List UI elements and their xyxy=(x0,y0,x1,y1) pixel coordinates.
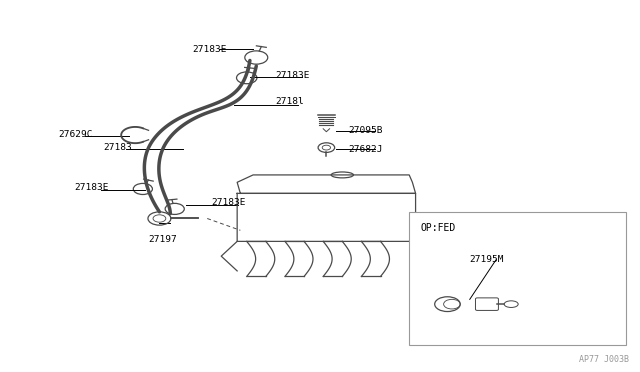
Text: 27183E: 27183E xyxy=(193,45,227,54)
Text: 2718l: 2718l xyxy=(275,97,304,106)
Text: 27183E: 27183E xyxy=(212,198,246,207)
Text: 27183E: 27183E xyxy=(275,71,310,80)
Text: 27095B: 27095B xyxy=(349,126,383,135)
Bar xyxy=(409,212,626,345)
Polygon shape xyxy=(237,175,415,193)
Text: OP:FED: OP:FED xyxy=(420,223,456,233)
Text: 27629C: 27629C xyxy=(59,130,93,139)
Text: 27197: 27197 xyxy=(148,235,177,244)
Text: AP77 J003B: AP77 J003B xyxy=(579,355,629,364)
Text: 27195M: 27195M xyxy=(470,255,504,264)
Polygon shape xyxy=(237,193,415,241)
Text: 27682J: 27682J xyxy=(349,145,383,154)
Text: 27183: 27183 xyxy=(103,143,132,152)
FancyBboxPatch shape xyxy=(476,298,499,310)
Text: 27183E: 27183E xyxy=(75,183,109,192)
